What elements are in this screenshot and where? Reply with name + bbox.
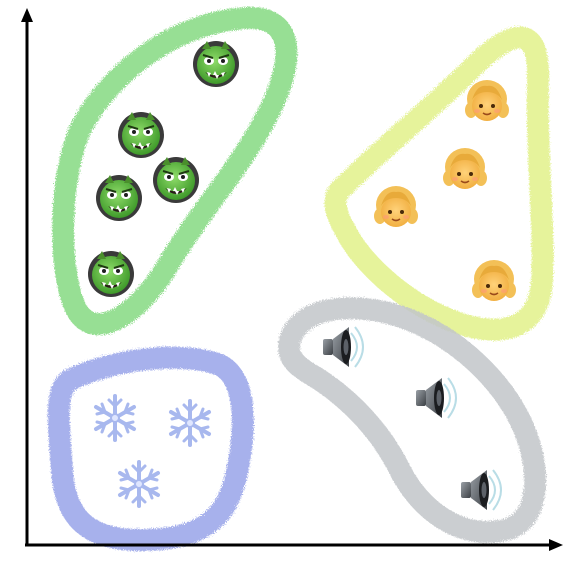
snowflake-icon <box>118 460 160 508</box>
snowflake-cluster <box>47 346 254 551</box>
ogre-icon <box>117 111 165 159</box>
ogre-cluster-outline <box>52 7 298 336</box>
girl-cluster <box>324 26 554 341</box>
ogre-icon <box>87 250 135 298</box>
girl-icon <box>373 185 419 228</box>
ogre-icon <box>192 40 240 88</box>
snowflake-icon <box>169 399 211 447</box>
speaker-cluster-outline <box>278 297 547 543</box>
speaker-icon <box>460 469 502 511</box>
speaker-icon <box>415 377 457 419</box>
girl-icon <box>442 147 488 190</box>
speaker-cluster <box>278 297 547 543</box>
ogre-icon <box>95 174 143 222</box>
girl-cluster-outline <box>324 26 554 341</box>
girl-icon <box>471 259 517 302</box>
x-axis-arrowhead <box>549 539 563 551</box>
ogre-cluster <box>52 7 298 336</box>
snowflake-cluster-outline <box>47 346 254 551</box>
snowflake-icon <box>94 394 136 442</box>
axes <box>21 8 563 551</box>
ogre-icon <box>152 156 200 204</box>
speaker-icon <box>322 326 364 368</box>
girl-icon <box>464 79 510 122</box>
y-axis-arrowhead <box>21 8 33 22</box>
